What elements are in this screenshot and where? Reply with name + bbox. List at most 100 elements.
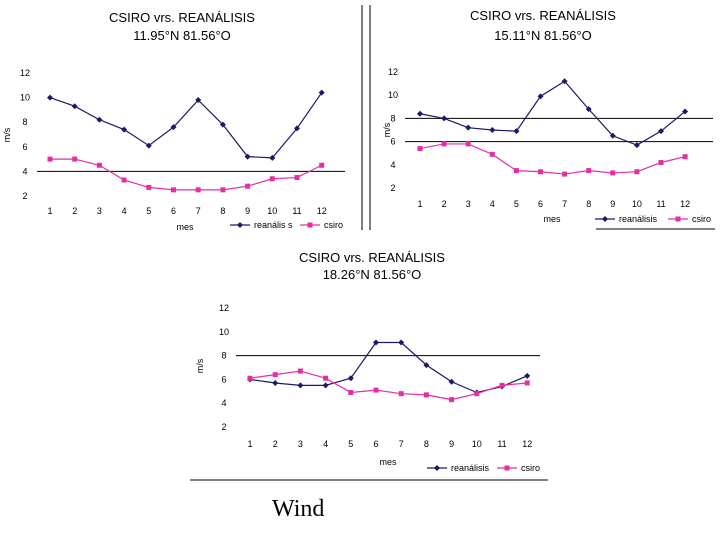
legend-marker-0: [434, 465, 440, 471]
data-point-csiro: [449, 397, 455, 403]
legend-marker-0: [602, 216, 608, 222]
x-tick-label: 8: [220, 206, 225, 216]
y-tick-label: 10: [20, 93, 30, 103]
data-point-reanalisis: [269, 154, 276, 161]
data-point-csiro: [610, 170, 616, 176]
data-point-reanalisis: [537, 93, 544, 100]
chart-title: CSIRO vrs. REANÁLISIS: [299, 250, 445, 265]
data-point-reanalisis: [398, 339, 405, 346]
y-tick-label: 2: [390, 183, 395, 193]
series-line-0: [249, 341, 528, 394]
chart-subtitle: 11.95°N 81.56°O: [133, 28, 231, 43]
data-point-reanalisis: [318, 89, 325, 96]
y-tick-label: 12: [219, 303, 229, 313]
data-point-csiro: [121, 177, 127, 183]
x-tick-label: 4: [323, 439, 328, 449]
x-tick-label: 6: [171, 206, 176, 216]
data-point-reanalisis: [633, 142, 640, 149]
y-tick-label: 6: [22, 142, 27, 152]
y-axis-label: m/s: [2, 127, 12, 142]
series-line-1: [50, 158, 322, 191]
chart-title: CSIRO vrs. REANÁLISIS: [109, 10, 255, 25]
x-tick-label: 12: [680, 199, 690, 209]
y-tick-label: 10: [219, 327, 229, 337]
data-point-csiro: [634, 169, 640, 175]
data-point-csiro: [513, 168, 519, 174]
data-point-csiro: [269, 176, 275, 182]
y-tick-label: 12: [388, 67, 398, 77]
y-tick-label: 4: [390, 160, 395, 170]
data-point-csiro: [538, 169, 543, 175]
data-point-csiro: [417, 146, 423, 152]
data-point-reanalisis: [513, 128, 520, 135]
x-tick-label: 5: [146, 206, 151, 216]
data-point-csiro: [348, 389, 354, 395]
legend-marker-0: [237, 222, 243, 228]
data-point-csiro: [323, 375, 329, 381]
x-tick-label: 8: [586, 199, 591, 209]
data-point-reanalisis: [465, 124, 472, 131]
x-tick-label: 9: [610, 199, 615, 209]
caption: Wind: [272, 496, 325, 522]
data-point-reanalisis: [489, 127, 496, 133]
data-point-csiro: [682, 154, 688, 160]
data-point-csiro: [96, 162, 102, 168]
data-point-reanalisis: [373, 339, 379, 346]
chart-title: CSIRO vrs. REANÁLISIS: [470, 8, 616, 23]
x-tick-label: 6: [373, 439, 378, 449]
data-point-reanalisis: [417, 110, 423, 117]
y-tick-label: 8: [221, 351, 226, 361]
x-tick-label: 11: [292, 206, 301, 216]
series-line-0: [419, 80, 686, 146]
x-tick-label: 12: [317, 206, 327, 216]
legend-marker-1: [504, 465, 510, 471]
data-point-csiro: [319, 162, 325, 168]
data-point-reanalisis: [272, 379, 279, 386]
chart-18-26N: CSIRO vrs. REANÁLISIS 18.26°N 81.56°O 2 4 6 8…: [195, 250, 540, 473]
x-tick-label: 5: [348, 439, 353, 449]
x-tick-label: 2: [273, 439, 278, 449]
data-point-csiro: [489, 151, 495, 157]
y-tick-label: 4: [221, 398, 226, 408]
data-point-reanalisis: [96, 116, 103, 123]
data-point-reanalisis: [448, 378, 455, 385]
x-tick-label: 3: [298, 439, 303, 449]
data-point-csiro: [562, 171, 568, 177]
data-point-csiro: [272, 372, 278, 378]
y-tick-label: 12: [20, 68, 30, 78]
x-tick-label: 8: [424, 439, 429, 449]
data-point-reanalisis: [441, 115, 448, 122]
legend-label: reanális s: [254, 220, 293, 230]
data-point-csiro: [220, 187, 226, 193]
series-line-1: [249, 370, 528, 401]
data-point-csiro: [247, 375, 253, 381]
data-point-reanalisis: [585, 106, 592, 113]
legend-label: csiro: [521, 463, 540, 473]
data-point-csiro: [294, 175, 300, 181]
y-axis-label: m/s: [195, 358, 205, 373]
data-point-reanalisis: [322, 382, 329, 389]
data-point-reanalisis: [121, 126, 128, 133]
data-point-reanalisis: [297, 382, 304, 389]
data-point-csiro: [586, 168, 592, 174]
chart-15-11N: CSIRO vrs. REANÁLISIS 15.11°N 81.56°O 2 4 6 8…: [382, 8, 713, 224]
x-axis-label: mes: [543, 214, 561, 224]
chart-11-95N: CSIRO vrs. REANÁLISIS 11.95°N 81.56°O 2 4 6 8…: [2, 10, 345, 232]
data-point-csiro: [465, 141, 471, 147]
data-point-reanalisis: [294, 125, 300, 132]
x-tick-label: 12: [522, 439, 532, 449]
data-point-csiro: [47, 156, 53, 162]
data-point-reanalisis: [682, 108, 689, 115]
x-tick-label: 1: [417, 199, 422, 209]
y-tick-label: 4: [22, 166, 27, 176]
x-tick-label: 7: [562, 199, 567, 209]
data-point-csiro: [146, 184, 152, 190]
x-tick-label: 10: [267, 206, 277, 216]
data-point-csiro: [373, 387, 379, 393]
legend-marker-1: [675, 216, 681, 222]
x-tick-label: 4: [122, 206, 127, 216]
legend-label: reanálisis: [619, 214, 658, 224]
data-point-csiro: [297, 368, 303, 374]
data-point-reanalisis: [145, 142, 152, 149]
